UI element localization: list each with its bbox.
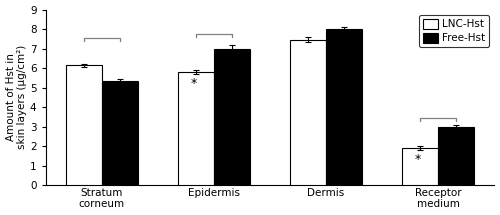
Bar bbox=[102, 81, 138, 185]
Bar bbox=[66, 65, 102, 185]
Bar bbox=[326, 29, 362, 185]
Text: *: * bbox=[415, 153, 421, 166]
Legend: LNC-Hst, Free-Hst: LNC-Hst, Free-Hst bbox=[419, 15, 489, 47]
Bar bbox=[178, 72, 214, 185]
Bar bbox=[402, 148, 438, 185]
Bar bbox=[438, 127, 474, 185]
Text: *: * bbox=[190, 77, 197, 90]
Bar bbox=[290, 40, 326, 185]
Bar bbox=[214, 49, 250, 185]
Y-axis label: Amount of Hst in
skin layers (μg/cm²): Amount of Hst in skin layers (μg/cm²) bbox=[6, 45, 27, 149]
Text: *: * bbox=[119, 86, 125, 99]
